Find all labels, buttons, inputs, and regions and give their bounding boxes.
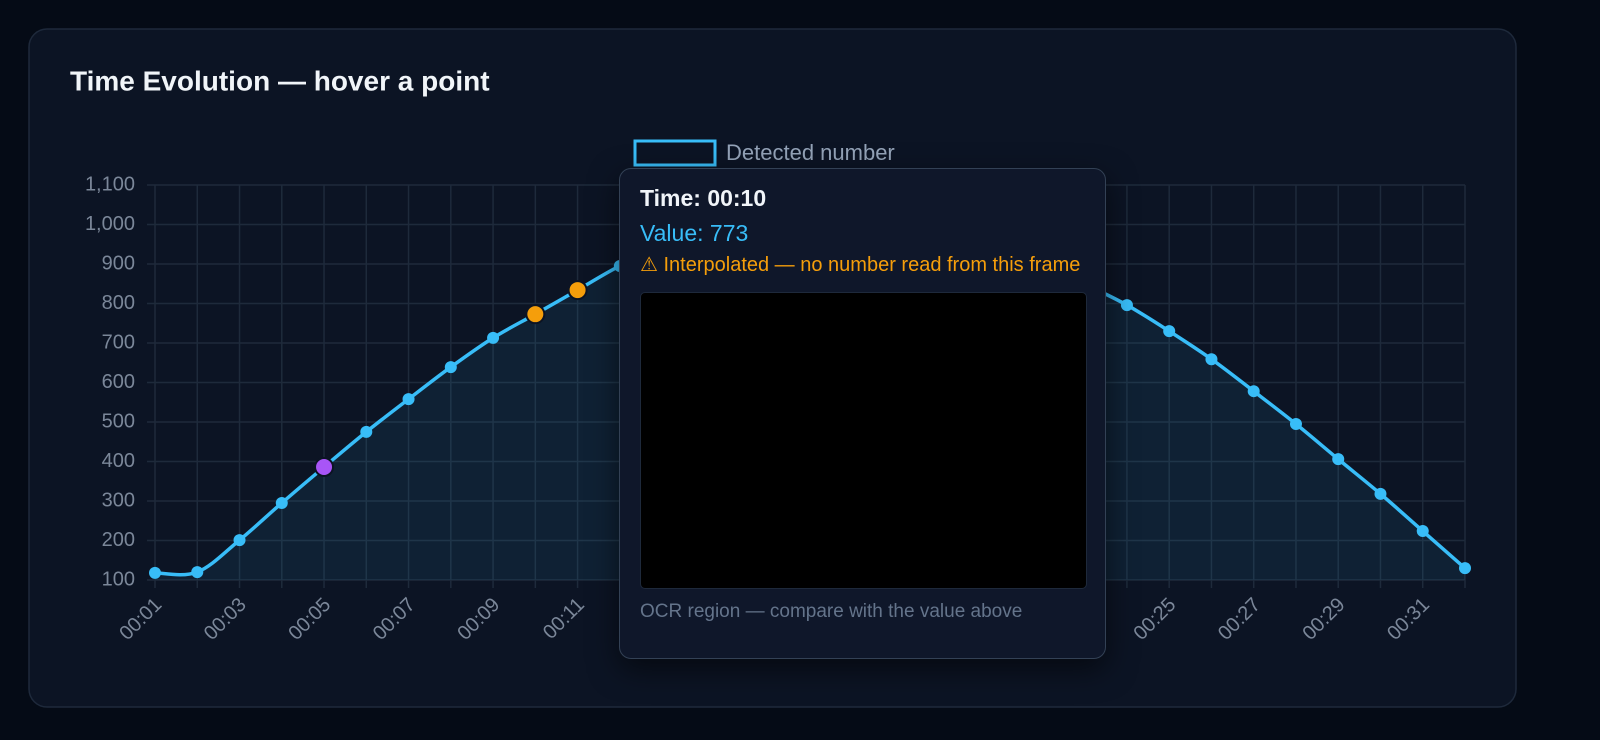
y-tick-label: 700 (102, 331, 135, 353)
y-tick-label: 600 (102, 371, 135, 393)
point (1120, 299, 1133, 312)
point (275, 496, 288, 509)
point (525, 304, 546, 325)
y-tick-label: 900 (102, 252, 135, 274)
tooltip-value: Value: 773 (640, 220, 749, 246)
point (487, 331, 500, 344)
legend-label[interactable]: Detected number (726, 140, 895, 165)
point (402, 393, 415, 406)
point (191, 566, 204, 579)
point (314, 457, 335, 478)
point (1247, 385, 1260, 398)
point (567, 280, 588, 301)
point (444, 361, 457, 374)
y-tick-label: 500 (102, 410, 135, 432)
point (233, 534, 246, 547)
point (1289, 417, 1302, 430)
point (360, 425, 373, 438)
point (1459, 562, 1471, 575)
point (1416, 525, 1429, 538)
point (1374, 487, 1387, 500)
y-tick-label: 400 (102, 450, 135, 472)
ocr-image (640, 292, 1087, 589)
tooltip-time: Time: 00:10 (640, 185, 767, 211)
chart-title: Time Evolution — hover a point (70, 65, 490, 96)
point (1205, 353, 1218, 366)
tooltip-caption: OCR region — compare with the value abov… (640, 601, 1023, 622)
y-tick-label: 300 (102, 489, 135, 511)
y-tick-label: 200 (102, 529, 135, 551)
tooltip: Time: 00:10 Value: 773 ⚠ Interpolated — … (619, 168, 1106, 659)
y-tick-label: 100 (102, 568, 135, 590)
legend-swatch[interactable] (633, 139, 717, 167)
tooltip-warning: ⚠ Interpolated — no number read from thi… (640, 254, 1081, 276)
y-tick-label: 1,100 (85, 173, 135, 195)
y-tick-label: 1,000 (85, 213, 135, 235)
point (1332, 453, 1345, 466)
y-tick-label: 800 (102, 292, 135, 314)
point (149, 566, 161, 579)
point (1163, 325, 1176, 338)
